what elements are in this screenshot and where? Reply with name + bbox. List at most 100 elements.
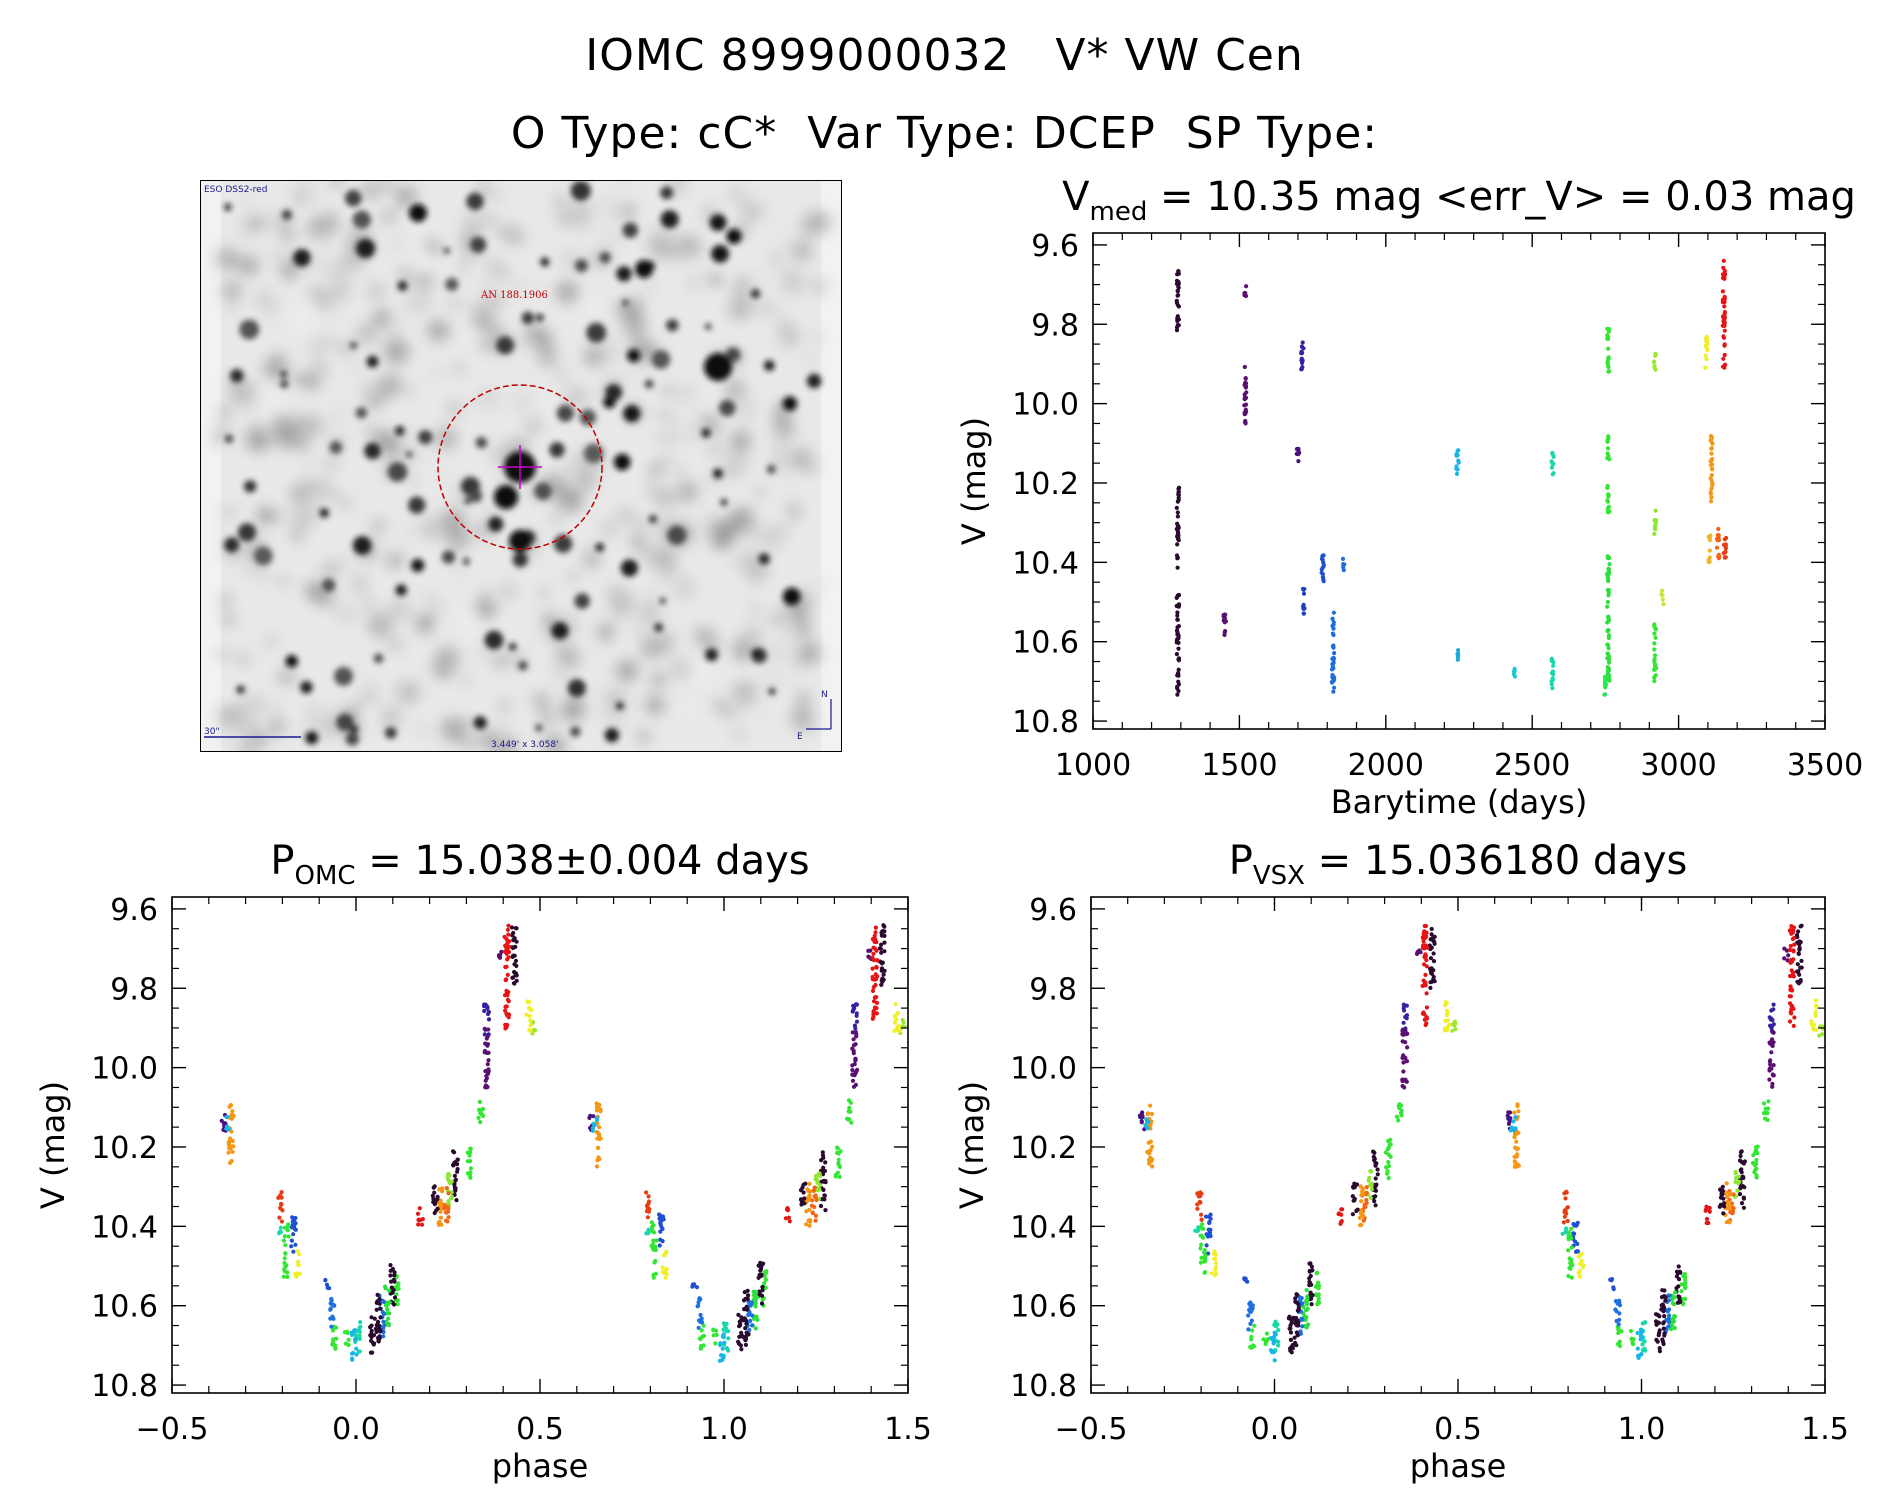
- data-point: [389, 1279, 394, 1284]
- data-point: [822, 1193, 828, 1198]
- data-point: [847, 1105, 852, 1110]
- data-point: [1678, 1270, 1683, 1275]
- data-point: [283, 1251, 288, 1256]
- data-point: [1401, 1053, 1406, 1058]
- data-point: [230, 1138, 235, 1144]
- data-point: [1659, 1303, 1664, 1308]
- data-point: [226, 1142, 231, 1147]
- data-point: [760, 1297, 765, 1302]
- data-point: [1511, 672, 1516, 677]
- data-point: [1651, 360, 1657, 365]
- data-point: [1798, 979, 1803, 984]
- data-point: [1341, 562, 1346, 567]
- data-point: [1175, 613, 1180, 618]
- data-point: [1175, 593, 1180, 598]
- data-point: [486, 1009, 491, 1015]
- data-point: [1652, 365, 1657, 370]
- data-point: [1175, 617, 1180, 622]
- data-point: [354, 1346, 359, 1351]
- data-point: [1295, 1333, 1300, 1338]
- data-point: [1424, 1015, 1429, 1020]
- data-point: [1146, 1140, 1151, 1145]
- data-point: [1213, 1265, 1218, 1270]
- data-point: [813, 1213, 819, 1218]
- data-point: [1402, 1085, 1407, 1090]
- data-point: [1514, 1147, 1520, 1152]
- data-point: [1288, 1337, 1293, 1342]
- data-point: [1603, 677, 1608, 682]
- data-point: [1249, 1334, 1254, 1339]
- data-point: [1270, 1337, 1276, 1342]
- data-point: [690, 1282, 696, 1287]
- data-point: [383, 1286, 388, 1291]
- data-point: [1765, 1117, 1770, 1123]
- data-point: [1174, 505, 1179, 510]
- data-point: [1300, 360, 1305, 366]
- data-point: [1202, 1248, 1207, 1253]
- data-point: [1213, 1252, 1218, 1257]
- data-point: [497, 955, 503, 960]
- data-point: [452, 1150, 457, 1155]
- data-point: [1515, 1102, 1520, 1107]
- data-point: [1175, 288, 1180, 293]
- data-point: [384, 1302, 389, 1307]
- data-point: [1249, 1345, 1254, 1350]
- data-point: [1704, 336, 1709, 341]
- data-point: [1176, 632, 1181, 637]
- data-point: [872, 1005, 878, 1010]
- data-point: [711, 1327, 716, 1333]
- data-point: [1617, 1301, 1622, 1306]
- data-point: [1564, 1189, 1569, 1194]
- data-point: [386, 1323, 391, 1328]
- data-point: [1400, 1027, 1405, 1032]
- data-point: [1444, 1013, 1450, 1018]
- data-point: [820, 1153, 826, 1158]
- data-point: [445, 1204, 450, 1209]
- data-point: [330, 1328, 336, 1333]
- data-point: [482, 1048, 488, 1054]
- data-point: [1425, 945, 1430, 950]
- data-point: [737, 1324, 742, 1329]
- data-point: [1176, 667, 1181, 672]
- data-point: [224, 1114, 229, 1120]
- data-point: [813, 1218, 818, 1223]
- data-point: [297, 1271, 302, 1276]
- data-point: [1751, 1153, 1756, 1158]
- data-point: [227, 1146, 232, 1151]
- data-point: [650, 1227, 655, 1232]
- data-point: [701, 1323, 706, 1328]
- data-point: [1301, 611, 1306, 616]
- data-point: [1791, 970, 1796, 975]
- data-point: [1207, 1230, 1213, 1235]
- data-point: [1320, 572, 1325, 577]
- data-point: [852, 1004, 857, 1009]
- data-point: [1733, 1179, 1738, 1184]
- data-point: [1428, 956, 1434, 961]
- data-point: [1305, 1296, 1310, 1301]
- data-point: [1811, 1024, 1816, 1030]
- data-point: [1630, 1342, 1636, 1347]
- fov-label: 3.449' x 3.058': [491, 740, 559, 750]
- data-point: [1708, 459, 1713, 464]
- data-point: [1198, 1200, 1203, 1205]
- data-point: [696, 1303, 701, 1308]
- data-point: [762, 1281, 767, 1286]
- data-point: [1606, 593, 1611, 598]
- data-point: [645, 1207, 650, 1212]
- data-point: [1450, 1028, 1455, 1033]
- data-point: [1798, 924, 1803, 929]
- data-point: [1149, 1111, 1154, 1117]
- data-point: [755, 1295, 760, 1300]
- data-point: [758, 1268, 763, 1273]
- data-point: [1566, 1274, 1571, 1279]
- data-point: [814, 1197, 819, 1203]
- data-point: [506, 932, 511, 937]
- data-point: [1738, 1153, 1743, 1159]
- data-point: [1665, 1309, 1670, 1314]
- data-point: [480, 1113, 486, 1118]
- data-point: [1208, 1233, 1213, 1238]
- data-point: [804, 1222, 809, 1227]
- data-point: [1175, 510, 1180, 515]
- data-point: [1221, 612, 1226, 618]
- data-point: [1250, 1328, 1255, 1333]
